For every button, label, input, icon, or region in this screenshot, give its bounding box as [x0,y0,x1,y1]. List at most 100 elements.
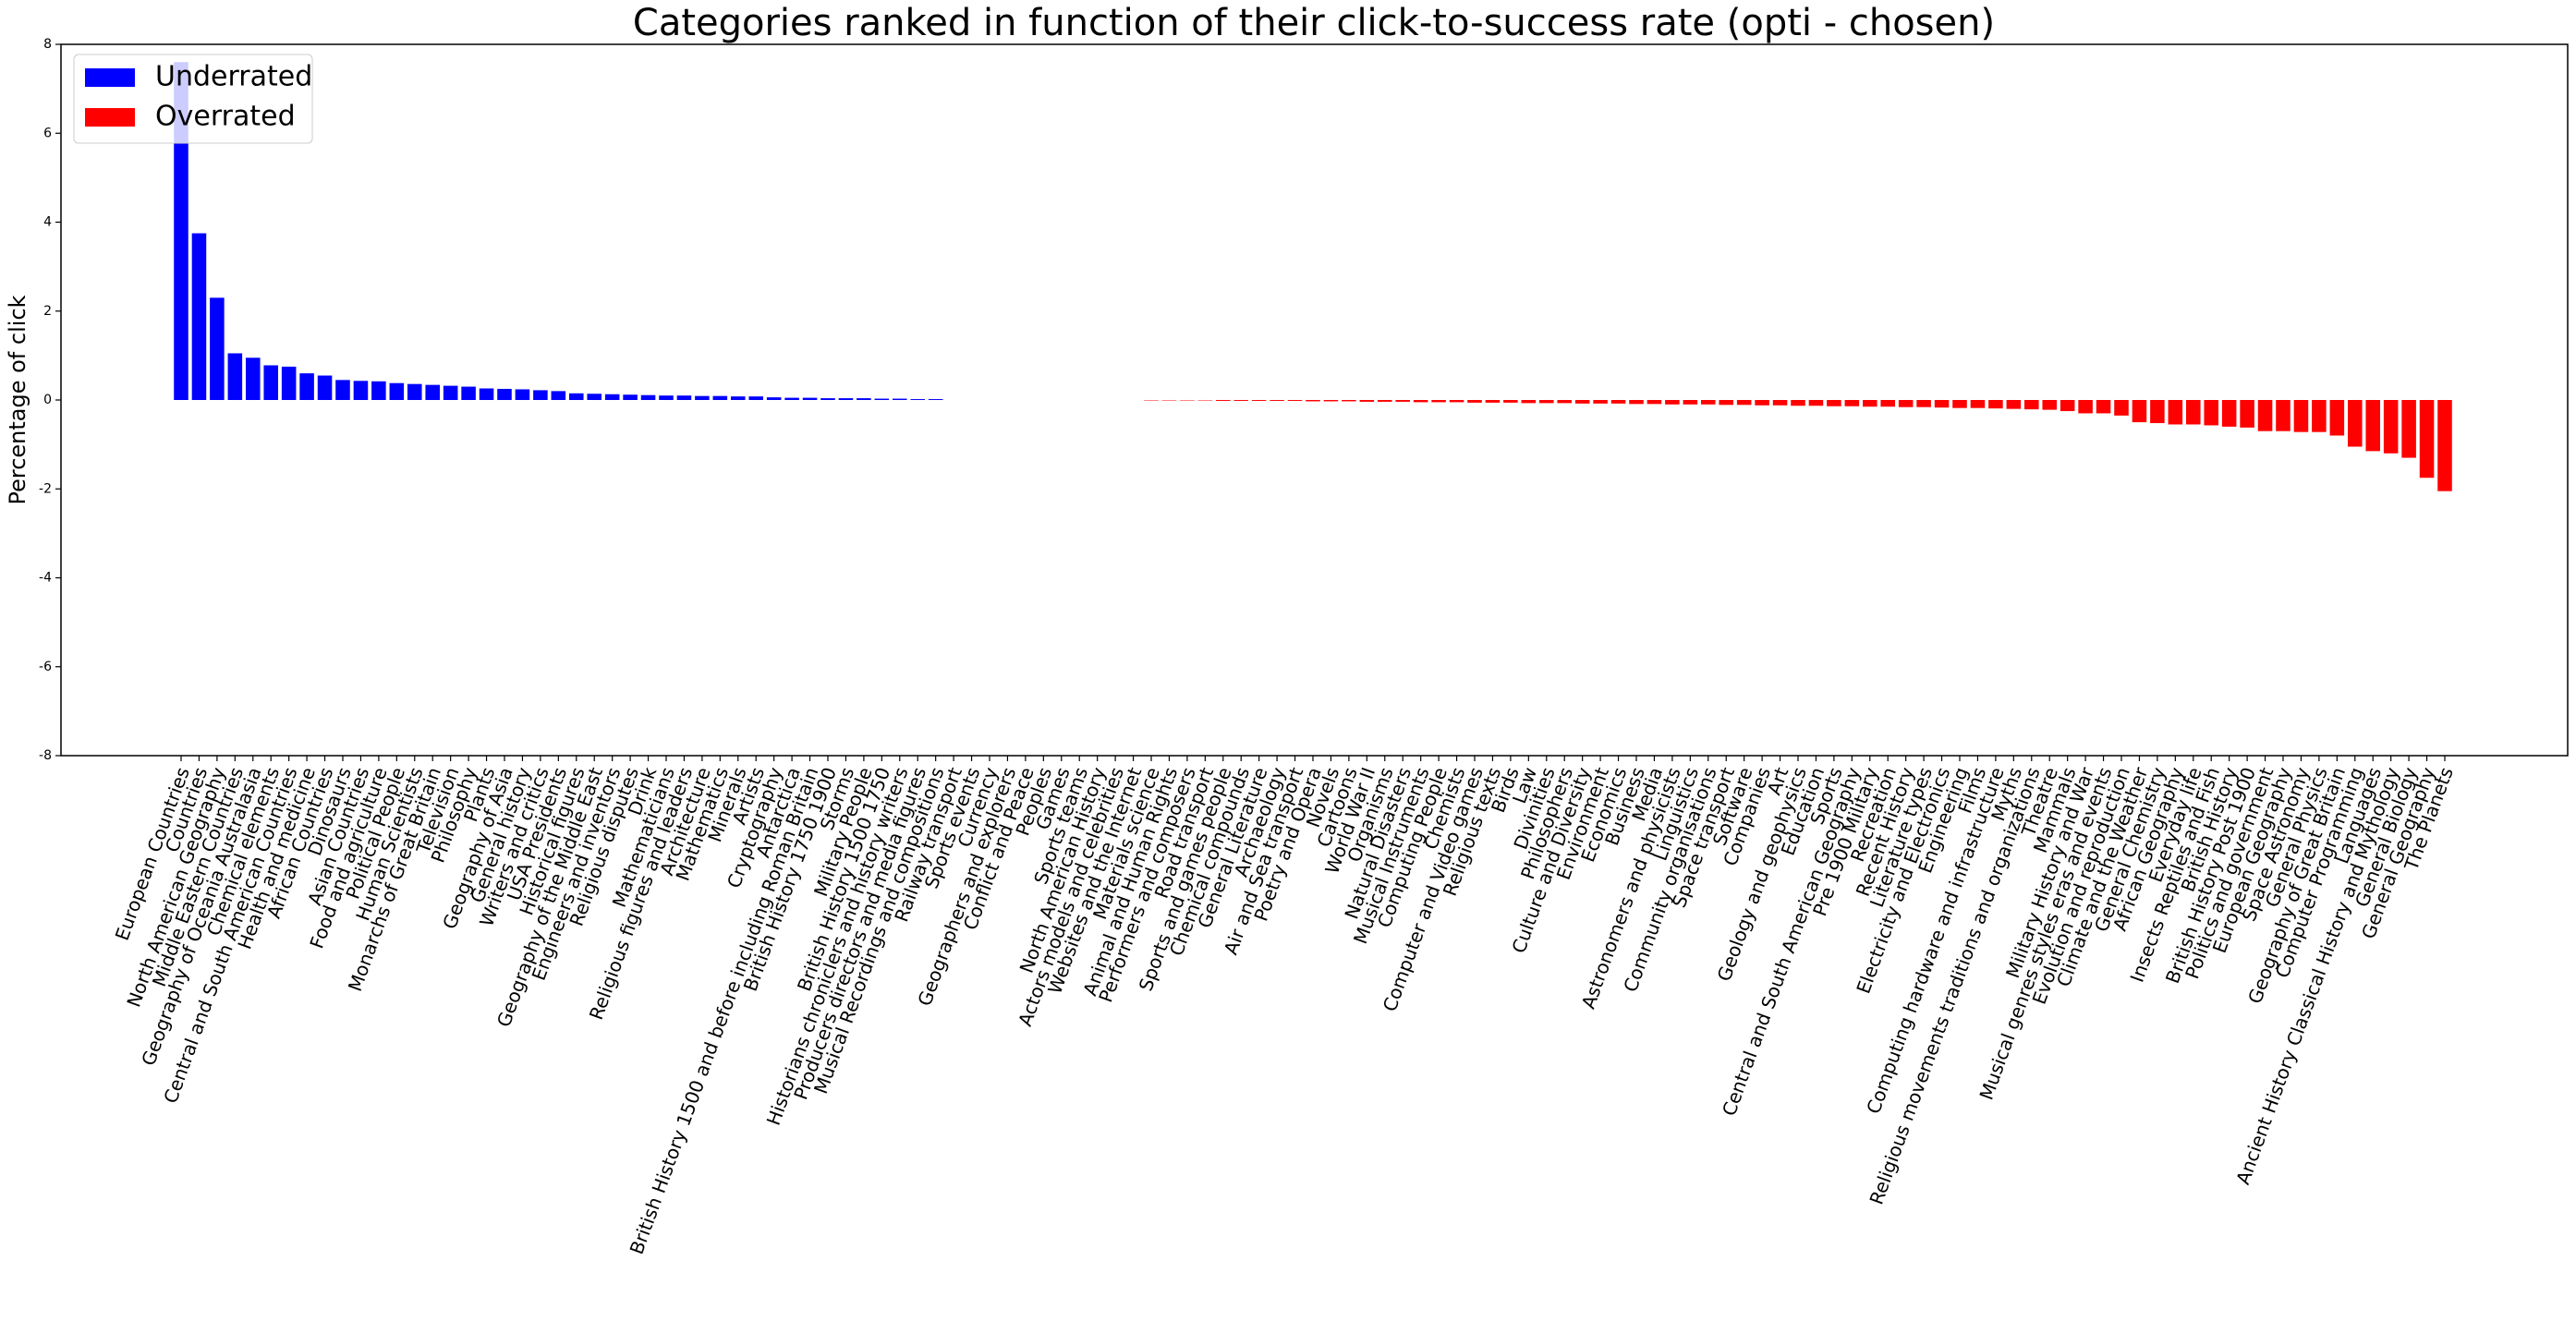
y-tick-label: -2 [39,481,52,496]
bar [2383,400,2399,454]
bar [2150,400,2165,424]
bar [1808,400,1824,406]
bar [893,398,907,400]
bar [1898,400,1914,407]
y-tick-label: 6 [43,126,52,140]
bar [623,394,638,400]
bar [820,398,835,400]
bar [1719,400,1733,406]
bar [1323,400,1339,402]
bar [2078,400,2093,414]
bar [1755,400,1769,406]
bar [2114,400,2129,416]
bar [587,394,601,400]
y-tick-label: -6 [39,660,52,674]
bar [1629,400,1644,405]
bar [712,395,728,400]
bar [659,395,674,400]
bar [1665,400,1680,405]
bar [604,394,620,400]
bar [389,382,405,400]
y-tick-label: -4 [39,571,52,586]
bar [1844,400,1860,406]
y-tick-label: 8 [43,37,52,52]
bar [371,381,386,400]
bar [497,388,512,400]
bar [1574,400,1590,404]
bar [533,390,548,400]
bar [227,353,243,400]
bar [2401,400,2416,458]
bar [2348,400,2363,447]
bar [1683,400,1698,405]
bar [676,395,692,400]
bar [2204,400,2218,426]
bar [1772,400,1788,406]
bar [2276,400,2290,431]
bar [1378,400,1392,402]
bar [443,385,458,400]
bar [766,397,782,400]
bar [1791,400,1805,406]
bar [1736,400,1752,406]
bar [1503,400,1518,403]
bar [1449,400,1464,403]
bar [2365,400,2380,452]
bar [551,391,566,400]
bar [1287,400,1303,401]
bar [2240,400,2254,428]
bar [353,381,369,400]
bar [2186,400,2201,425]
bar [1827,400,1841,406]
bar [838,398,854,400]
bar [479,388,494,400]
bar [1342,400,1356,402]
y-tick-label: 0 [43,393,52,407]
bar [1395,400,1410,402]
bar [2419,400,2435,479]
bar [2096,400,2111,414]
bar [1467,400,1482,403]
bar [857,398,871,400]
bar [731,396,746,400]
legend-swatch [85,108,135,127]
bar [425,384,440,400]
bar [1431,400,1446,403]
bar [1270,400,1284,401]
bar [2293,400,2309,432]
bar [569,393,584,400]
legend-swatch [85,68,135,87]
bar [210,297,225,400]
bar [748,396,763,400]
bar [1701,400,1716,405]
bar [2168,400,2183,425]
bar [2221,400,2237,427]
bar [1251,400,1267,401]
bar [191,233,207,400]
bar [910,399,925,400]
bar [640,394,656,400]
bar [874,398,890,400]
bar [1216,400,1231,401]
bar [2329,400,2345,436]
y-tick-label: 2 [43,304,52,319]
bar [2060,400,2075,412]
bar [2006,400,2022,409]
bar [335,380,350,400]
bar [1413,400,1428,403]
bar [246,358,261,400]
bar [174,62,188,400]
bar [299,373,314,400]
bar [1916,400,1931,407]
bar [2437,400,2452,491]
legend-label: Underrated [155,61,312,93]
bar [2042,400,2057,410]
bar [802,397,818,400]
bar [928,399,943,400]
legend-label: Overrated [155,101,296,133]
bar [407,383,422,400]
y-axis-label: Percentage of click [5,295,30,504]
bar [1539,400,1554,404]
bar [1521,400,1537,404]
